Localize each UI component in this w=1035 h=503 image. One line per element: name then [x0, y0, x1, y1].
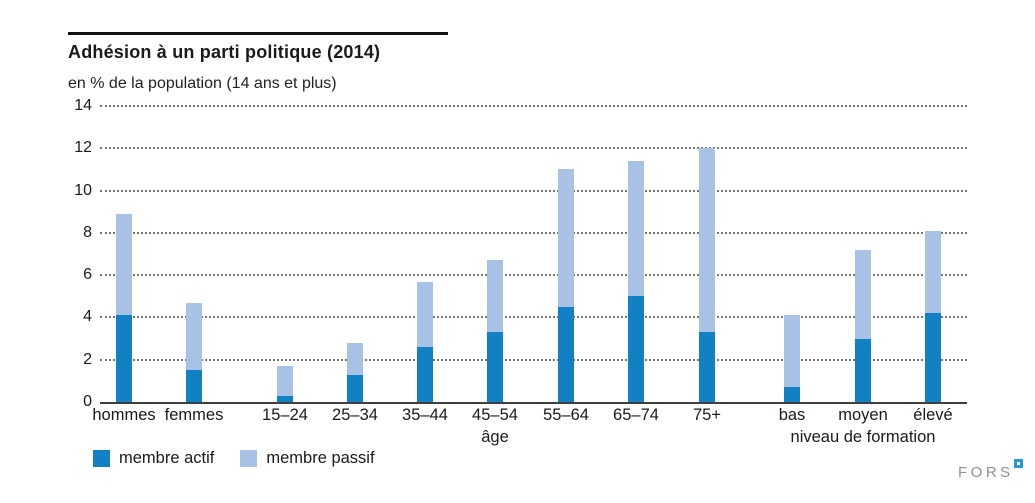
- bar-75+: [699, 148, 715, 402]
- gridline-y-8: [100, 231, 967, 234]
- bar-femmes: [186, 302, 202, 402]
- legend-item-actif: membre actif: [93, 449, 214, 468]
- chart-subtitle: en % de la population (14 ans et plus): [68, 75, 337, 92]
- gridline-y-10: [100, 189, 967, 192]
- bar-élevé: [925, 230, 941, 402]
- legend-swatch-actif: [93, 450, 110, 467]
- legend-label-actif: membre actif: [119, 449, 215, 467]
- legend: membre actif membre passif: [93, 449, 375, 468]
- x-tick-label-45–54: 45–54: [472, 406, 518, 424]
- x-tick-label-bas: bas: [778, 406, 806, 424]
- plot-area: [100, 105, 967, 404]
- bar-segment-passif: [487, 260, 503, 333]
- bar-35–44: [417, 281, 433, 402]
- bar-segment-actif: [347, 374, 363, 402]
- group-label-âge: âge: [481, 428, 509, 446]
- chart-title: Adhésion à un parti politique (2014): [68, 42, 381, 62]
- gridline-y-6: [100, 274, 967, 277]
- bar-bas: [784, 315, 800, 402]
- y-tick-label-8: 8: [83, 223, 92, 241]
- bar-segment-passif: [417, 281, 433, 348]
- bar-segment-actif: [277, 395, 293, 402]
- bar-segment-passif: [784, 315, 800, 388]
- x-tick-label-hommes: hommes: [92, 406, 156, 424]
- y-tick-label-2: 2: [83, 350, 92, 368]
- fors-logo-mark-dot: [1017, 462, 1020, 465]
- bar-segment-passif: [628, 160, 644, 297]
- legend-item-passif: membre passif: [240, 449, 375, 468]
- x-tick-label-75+: 75+: [693, 406, 721, 424]
- bar-15–24: [277, 366, 293, 402]
- x-tick-label-35–44: 35–44: [402, 406, 448, 424]
- bar-segment-actif: [417, 347, 433, 402]
- y-tick-label-4: 4: [83, 308, 92, 326]
- y-tick-label-0: 0: [83, 393, 92, 410]
- x-tick-label-25–34: 25–34: [332, 406, 378, 424]
- y-tick-label-12: 12: [74, 139, 92, 157]
- bar-segment-passif: [855, 249, 871, 339]
- bar-segment-actif: [855, 338, 871, 402]
- bar-55–64: [558, 169, 574, 402]
- gridline-y-12: [100, 147, 967, 150]
- bar-segment-actif: [116, 315, 132, 402]
- y-tick-label-6: 6: [83, 266, 92, 284]
- gridline-y-2: [100, 358, 967, 361]
- bar-segment-passif: [347, 342, 363, 375]
- bar-segment-actif: [699, 332, 715, 402]
- bar-segment-actif: [558, 306, 574, 402]
- bar-65–74: [628, 160, 644, 402]
- bar-25–34: [347, 342, 363, 402]
- legend-swatch-passif: [240, 450, 258, 467]
- legend-label-passif: membre passif: [266, 449, 375, 467]
- bar-moyen: [855, 249, 871, 402]
- gridline-y-4: [100, 316, 967, 319]
- y-tick-label-14: 14: [74, 97, 92, 114]
- title-rule: [68, 32, 448, 35]
- bar-segment-passif: [699, 148, 715, 333]
- bar-segment-passif: [277, 366, 293, 396]
- bar-segment-actif: [925, 313, 941, 402]
- bar-segment-actif: [628, 296, 644, 402]
- x-tick-label-65–74: 65–74: [613, 406, 659, 424]
- bar-segment-actif: [186, 370, 202, 402]
- x-tick-label-élevé: élevé: [913, 406, 953, 424]
- bar-hommes: [116, 213, 132, 402]
- bar-segment-passif: [186, 302, 202, 371]
- fors-logo-text: FORS: [958, 464, 1014, 481]
- x-tick-label-moyen: moyen: [838, 406, 888, 424]
- bar-segment-passif: [558, 169, 574, 307]
- bar-segment-actif: [784, 387, 800, 402]
- bar-segment-passif: [925, 230, 941, 314]
- bar-45–54: [487, 260, 503, 402]
- x-tick-label-femmes: femmes: [164, 406, 224, 424]
- fors-logo-mark-icon: [1014, 459, 1023, 468]
- bar-segment-passif: [116, 213, 132, 316]
- x-tick-label-15–24: 15–24: [262, 406, 308, 424]
- group-label-niveau-de-formation: niveau de formation: [790, 428, 936, 446]
- bar-segment-actif: [487, 332, 503, 402]
- x-tick-label-55–64: 55–64: [543, 406, 589, 424]
- gridline-y-14: [100, 105, 967, 107]
- y-tick-label-10: 10: [74, 181, 92, 199]
